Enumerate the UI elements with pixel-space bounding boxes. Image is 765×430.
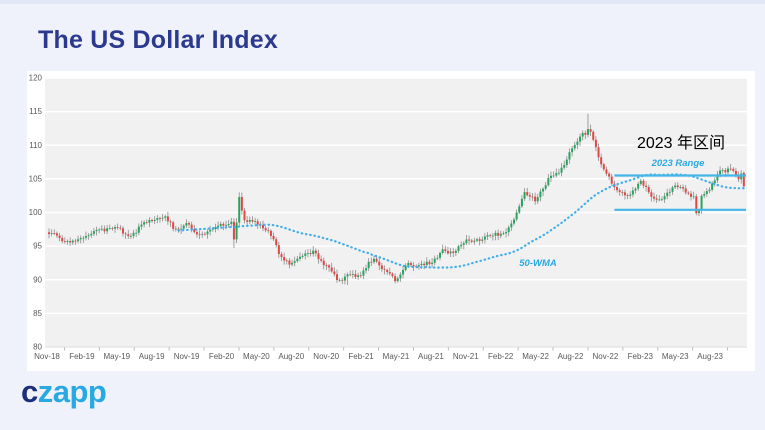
x-tick-label: May-19 xyxy=(103,352,130,361)
logo-prefix: c xyxy=(21,374,38,409)
x-tick-label: May-21 xyxy=(383,352,410,361)
y-tick-label: 85 xyxy=(33,309,42,318)
y-tick-label: 80 xyxy=(33,343,42,352)
y-tick-label: 115 xyxy=(29,107,42,116)
ma-label: 50-WMA xyxy=(519,258,557,269)
x-axis-ticks xyxy=(63,347,729,351)
y-tick-label: 110 xyxy=(29,141,42,150)
candle-bodies xyxy=(48,129,745,282)
x-tick-label: Feb-19 xyxy=(69,352,95,361)
page-title: The US Dollar Index xyxy=(38,26,278,54)
y-tick-label: 105 xyxy=(29,174,43,183)
top-strip xyxy=(0,0,765,4)
y-axis-labels: 80 85 90 95 100 105 110 115 120 xyxy=(29,74,43,352)
y-tick-label: 100 xyxy=(29,208,43,217)
x-tick-label: Aug-23 xyxy=(697,352,723,361)
x-tick-label: Nov-19 xyxy=(174,352,200,361)
x-tick-label: Nov-18 xyxy=(34,352,60,361)
x-tick-label: Feb-23 xyxy=(628,352,654,361)
range-label-cn: 2023 年区间 xyxy=(637,134,725,152)
x-tick-label: Feb-21 xyxy=(348,352,374,361)
x-tick-label: May-22 xyxy=(522,352,549,361)
x-tick-label: Aug-22 xyxy=(558,352,584,361)
czapp-logo: czapp xyxy=(21,374,107,410)
logo-suffix: zapp xyxy=(37,374,107,409)
x-tick-label: Nov-22 xyxy=(593,352,619,361)
range-label-en: 2023 Range xyxy=(651,158,706,169)
x-tick-label: Nov-20 xyxy=(313,352,339,361)
x-tick-label: Feb-22 xyxy=(488,352,514,361)
x-tick-label: Aug-20 xyxy=(278,352,304,361)
x-tick-label: Nov-21 xyxy=(453,352,479,361)
y-tick-label: 120 xyxy=(29,74,43,83)
x-tick-label: May-20 xyxy=(243,352,270,361)
x-tick-label: Aug-19 xyxy=(139,352,165,361)
x-tick-label: Aug-21 xyxy=(418,352,444,361)
x-axis-labels: Nov-18 Feb-19 May-19 Aug-19 Nov-19 Feb-20 May-… xyxy=(34,352,723,361)
y-tick-label: 90 xyxy=(33,275,42,284)
x-tick-label: Feb-20 xyxy=(209,352,235,361)
y-tick-label: 95 xyxy=(33,242,42,251)
x-tick-label: May-23 xyxy=(662,352,689,361)
